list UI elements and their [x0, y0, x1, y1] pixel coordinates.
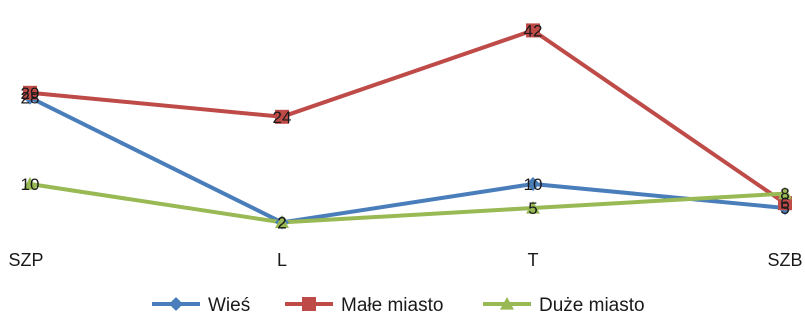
- legend-marker-male-miasto: [302, 297, 316, 311]
- data-label-duze-miasto-4: 8: [780, 185, 789, 204]
- data-label-wies-2: 2: [277, 213, 286, 232]
- data-point-duze-miasto-4: [778, 186, 792, 200]
- data-point-male-miasto-4: [778, 196, 792, 211]
- legend-marker-duze-miasto: [500, 297, 514, 310]
- data-label-duze-miasto-2: 2: [277, 213, 286, 232]
- data-label-male-miasto-2: 24: [273, 108, 292, 127]
- x-tick-label-t: T: [528, 250, 539, 270]
- x-axis-tick-labels: SZP L T SZB: [8, 250, 802, 270]
- data-label-male-miasto-4: 6: [780, 194, 789, 213]
- data-point-duze-miasto-1: [23, 177, 37, 190]
- data-label-duze-miasto-1: 10: [21, 175, 40, 194]
- legend-label-wies: Wieś: [208, 295, 250, 316]
- data-label-wies-4: 5: [780, 199, 789, 218]
- data-label-duze-miasto-3: 5: [528, 199, 537, 218]
- series-markers: [23, 23, 792, 230]
- data-label-male-miasto-3: 42: [524, 21, 543, 40]
- data-label-male-miasto-1: 29: [21, 84, 40, 103]
- data-point-wies-3: [526, 177, 540, 191]
- legend: Wieś Małe miasto Duże miasto: [152, 295, 645, 316]
- legend-label-male-miasto: Małe miasto: [341, 295, 443, 316]
- series-line-duze-miasto: [28, 182, 787, 225]
- series-line-wies: [28, 95, 787, 225]
- series-line-male-miasto: [28, 28, 787, 206]
- data-label-wies-1: 28: [21, 89, 40, 108]
- data-point-duze-miasto-2: [275, 215, 289, 228]
- x-tick-label-l: L: [277, 250, 287, 270]
- legend-marker-wies: [169, 297, 183, 311]
- legend-label-duze-miasto: Duże miasto: [539, 295, 645, 316]
- data-point-male-miasto-2: [275, 109, 289, 124]
- x-tick-label-szb: SZB: [767, 250, 802, 270]
- data-point-male-miasto-1: [23, 85, 37, 100]
- data-point-male-miasto-3: [526, 23, 540, 38]
- series-lines: [28, 28, 787, 225]
- data-point-duze-miasto-3: [526, 201, 540, 214]
- data-label-wies-3: 10: [524, 175, 543, 194]
- x-tick-label-szp: SZP: [8, 250, 43, 270]
